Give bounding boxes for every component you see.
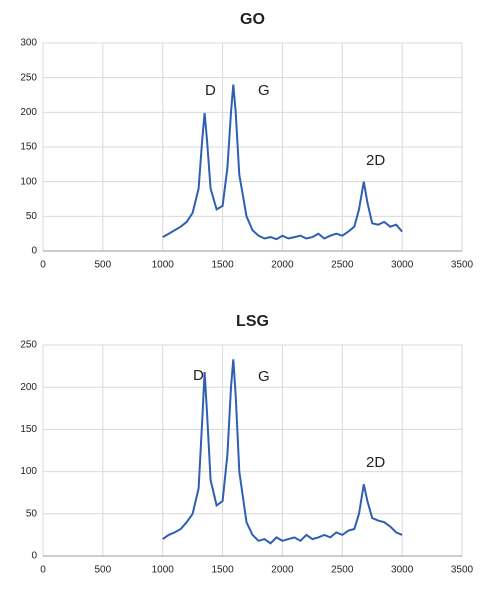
y-tick-label: 200: [20, 382, 37, 393]
data-line: [162, 84, 403, 241]
x-tick-label: 3500: [451, 565, 474, 576]
y-tick-label: 100: [20, 466, 37, 477]
annotation: D: [205, 82, 216, 99]
x-tick-label: 2000: [271, 565, 294, 576]
annotation: 2D: [366, 152, 385, 169]
x-tick-label: 1500: [211, 565, 234, 576]
y-tick-label: 250: [20, 72, 37, 83]
y-tick-label: 50: [26, 508, 38, 519]
y-tick-label: 150: [20, 142, 37, 153]
x-tick-label: 3500: [451, 260, 474, 271]
x-tick-label: 3000: [391, 565, 414, 576]
chart-title: LSG: [236, 313, 269, 330]
y-tick-label: 250: [20, 340, 37, 351]
annotation: G: [258, 368, 270, 385]
y-tick-label: 100: [20, 176, 37, 187]
annotation: 2D: [366, 454, 385, 471]
x-tick-label: 2000: [271, 260, 294, 271]
x-tick-label: 1500: [211, 260, 234, 271]
y-tick-label: 50: [26, 211, 38, 222]
annotation: D: [193, 367, 204, 384]
annotation: G: [258, 82, 270, 99]
data-line: [162, 359, 403, 545]
x-tick-label: 0: [40, 565, 46, 576]
x-tick-label: 500: [95, 565, 112, 576]
y-tick-label: 200: [20, 107, 37, 118]
y-tick-label: 300: [20, 38, 37, 49]
y-tick-label: 0: [31, 246, 37, 257]
x-tick-label: 2500: [331, 260, 354, 271]
x-tick-label: 0: [40, 260, 46, 271]
chart-title: GO: [240, 11, 265, 28]
y-tick-label: 0: [31, 551, 37, 562]
y-tick-label: 150: [20, 424, 37, 435]
x-tick-label: 1000: [152, 565, 175, 576]
x-tick-label: 500: [95, 260, 112, 271]
x-tick-label: 2500: [331, 565, 354, 576]
x-tick-label: 3000: [391, 260, 414, 271]
x-tick-label: 1000: [152, 260, 175, 271]
